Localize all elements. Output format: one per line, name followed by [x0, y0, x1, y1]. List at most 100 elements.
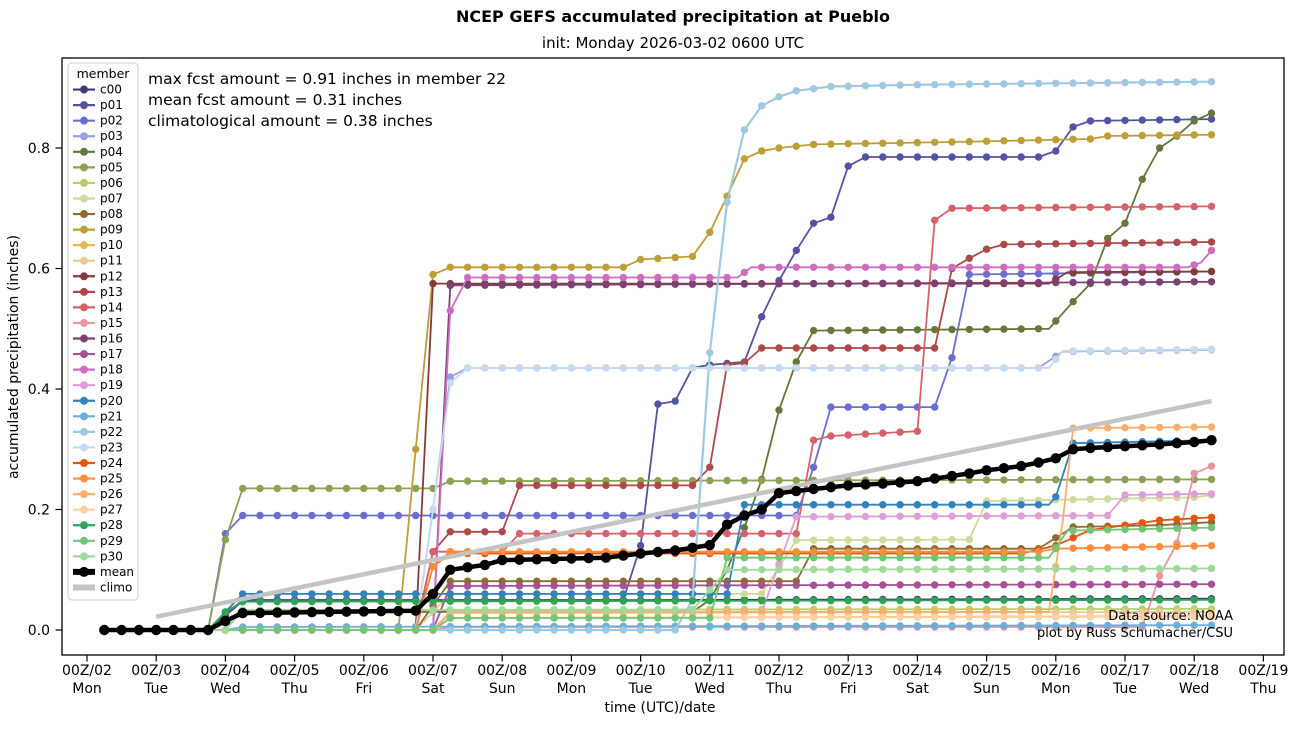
marker-p30 [429, 606, 437, 614]
marker-p17 [1017, 581, 1025, 589]
legend-item-p13: p13 [100, 285, 123, 299]
marker-p02 [688, 511, 697, 520]
marker-p08 [1052, 534, 1060, 542]
marker-p22 [602, 626, 610, 634]
marker-p19 [827, 512, 835, 521]
legend-item-p16: p16 [100, 332, 123, 346]
marker-p30 [636, 606, 645, 614]
marker-p25 [896, 548, 904, 556]
marker-p30 [446, 606, 454, 614]
marker-mean [825, 482, 837, 493]
marker-p26 [1017, 608, 1025, 616]
marker-p09 [1104, 132, 1112, 140]
marker-p21 [1173, 621, 1181, 629]
marker-p20 [360, 590, 368, 598]
x-tick-label: 00Z/19 [1238, 663, 1288, 679]
marker-p05 [342, 484, 351, 493]
marker-p20 [463, 590, 472, 598]
marker-p30 [1034, 565, 1043, 573]
x-tick-label: 00Z/10 [616, 663, 666, 679]
marker-p16 [931, 279, 939, 287]
marker-p02 [706, 511, 714, 520]
marker-p22 [740, 126, 749, 134]
marker-p19 [1052, 512, 1060, 520]
marker-p22 [896, 81, 904, 89]
marker-p07 [896, 536, 904, 544]
x-tick-label: 00Z/13 [823, 663, 873, 679]
marker-p01 [896, 153, 904, 161]
legend-marker-mean [79, 566, 89, 577]
marker-p01 [1207, 115, 1216, 123]
marker-p25 [827, 548, 835, 556]
marker-p27 [827, 613, 835, 621]
marker-p27 [879, 613, 887, 621]
marker-p23 [463, 364, 472, 372]
marker-p16 [1190, 278, 1198, 286]
marker-p13 [636, 481, 645, 490]
legend-marker-p14 [80, 303, 88, 312]
marker-p04 [809, 326, 818, 335]
marker-p17 [982, 581, 991, 589]
marker-p30 [688, 606, 697, 614]
marker-p19 [1086, 511, 1095, 520]
marker-p16 [740, 280, 749, 288]
marker-p19 [879, 512, 887, 521]
marker-p01 [1173, 115, 1181, 124]
marker-p09 [1173, 131, 1181, 139]
marker-p14 [1121, 203, 1129, 211]
marker-p18 [567, 273, 576, 282]
marker-p20 [879, 501, 887, 509]
marker-p17 [1207, 580, 1216, 588]
marker-p14 [429, 548, 437, 556]
marker-p21 [844, 622, 852, 630]
marker-p27 [1207, 613, 1216, 621]
marker-p01 [1121, 116, 1129, 125]
marker-p14 [533, 529, 541, 538]
marker-p28 [948, 596, 956, 605]
marker-p25 [879, 548, 887, 556]
series-mean [99, 435, 1217, 636]
plot-author-credit: plot by Russ Schumacher/CSU [1037, 626, 1233, 641]
marker-p28 [360, 597, 368, 606]
marker-p19 [861, 512, 870, 521]
marker-p29 [273, 626, 281, 634]
marker-p28 [706, 597, 714, 605]
marker-p23 [429, 505, 437, 514]
series-p18 [100, 246, 1216, 634]
marker-p01 [654, 400, 662, 408]
marker-p16 [1052, 278, 1060, 287]
marker-p09 [1017, 136, 1025, 145]
x-tick-weekday-label: Wed [695, 681, 726, 697]
marker-p30 [1086, 565, 1095, 573]
marker-p29 [688, 614, 697, 622]
marker-p22 [1138, 78, 1147, 87]
marker-p18 [948, 263, 956, 271]
marker-p22 [758, 102, 766, 110]
marker-p30 [1069, 565, 1077, 573]
marker-p28 [1121, 596, 1129, 604]
marker-p29 [567, 614, 576, 622]
marker-p21 [982, 621, 991, 630]
marker-p09 [1052, 136, 1060, 144]
legend-item-p25: p25 [100, 472, 123, 486]
marker-p29 [931, 554, 939, 562]
marker-p02 [394, 511, 403, 520]
marker-p02 [827, 403, 835, 411]
marker-p23 [706, 364, 714, 372]
marker-p23 [550, 364, 558, 372]
marker-p27 [1190, 613, 1198, 621]
legend-item-p10: p10 [100, 238, 123, 252]
marker-p29 [636, 614, 645, 622]
marker-p30 [982, 565, 991, 573]
marker-p28 [688, 597, 697, 605]
marker-p07 [861, 536, 870, 544]
marker-p14 [896, 428, 904, 436]
marker-p28 [1052, 596, 1060, 604]
marker-p17 [463, 582, 472, 590]
marker-p17 [1000, 581, 1008, 589]
marker-p25 [1207, 541, 1216, 550]
marker-p29 [394, 626, 403, 634]
marker-p25 [1173, 542, 1181, 550]
marker-p20 [965, 501, 973, 509]
marker-p29 [463, 614, 472, 622]
